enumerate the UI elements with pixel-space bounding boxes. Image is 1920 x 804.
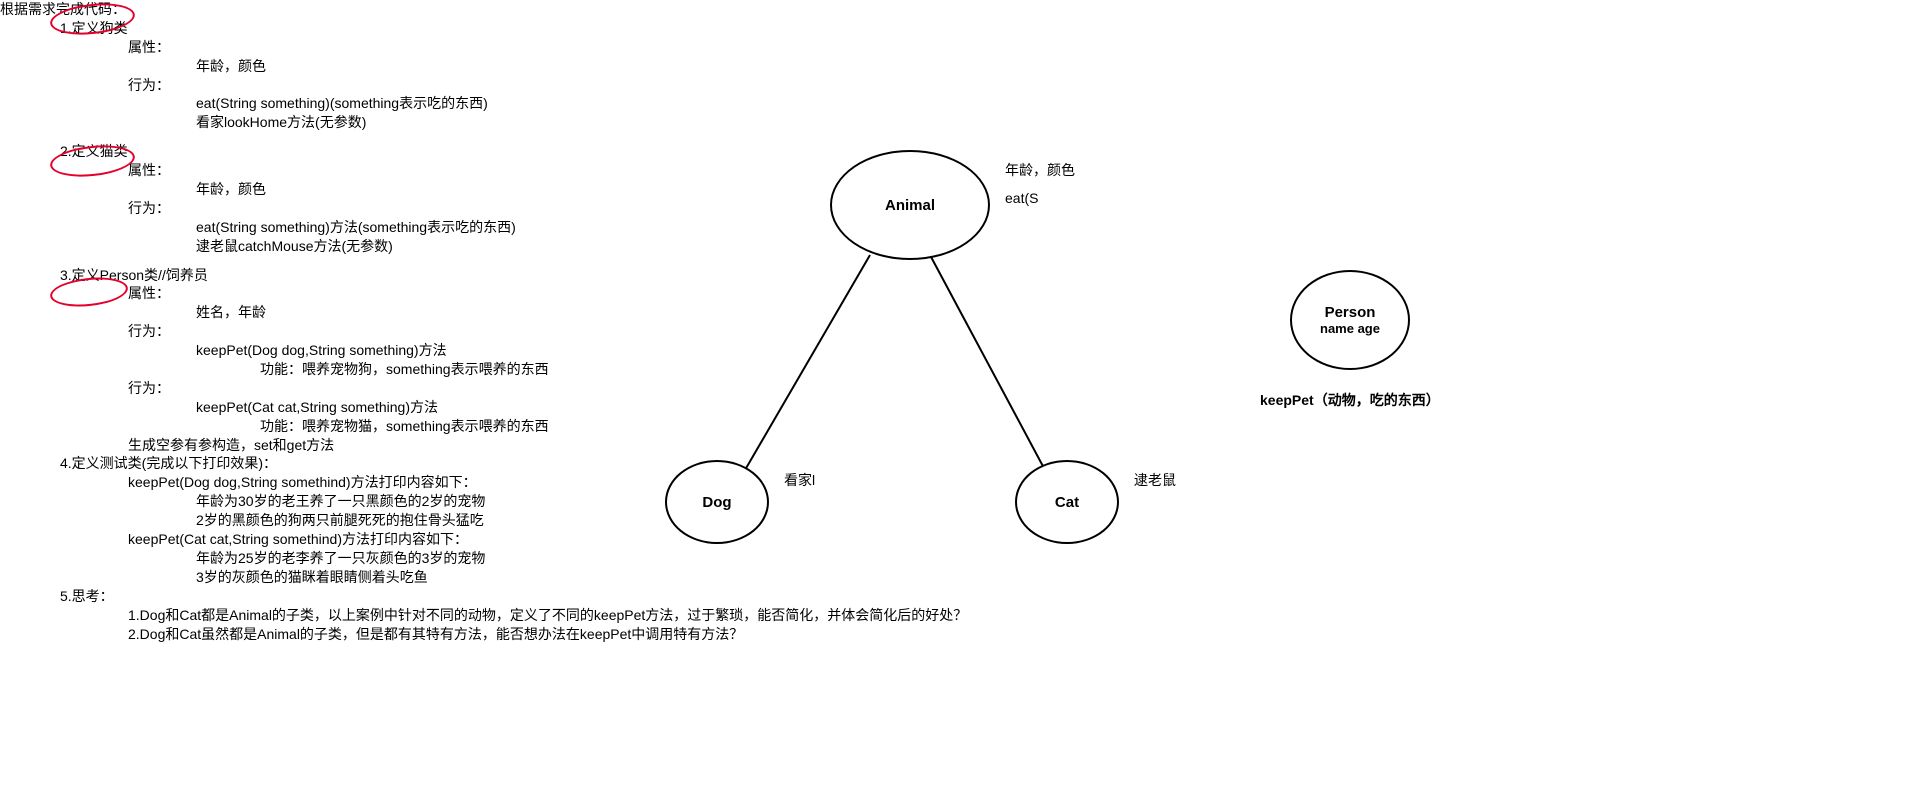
node-cat: Cat [1015,460,1119,544]
behavior-label: 行为： [0,76,900,95]
node-dog-sidelabel-0: 看家l [784,470,815,490]
node-dog: Dog [665,460,769,544]
diagram-edges [620,140,1520,740]
node-animal-sidelabel-0: 年龄，颜色 [1005,160,1075,180]
node-person: Personname age [1290,270,1410,370]
node-animal: Animal [830,150,990,260]
s1-b2: 看家lookHome方法(无参数) [0,113,900,132]
node-person-caption: keepPet（动物，吃的东西） [1260,390,1440,410]
section-1-title: 1.定义狗类 [0,19,900,38]
node-cat-sidelabel-0: 逮老鼠 [1134,470,1176,490]
edge-animal-cat [930,255,1045,470]
edge-animal-dog [745,255,870,470]
header: 根据需求完成代码： [0,0,900,19]
node-animal-sidelabel-1: eat(S [1005,190,1038,206]
s1-attr: 年龄，颜色 [0,57,900,76]
attr-label: 属性： [0,38,900,57]
class-diagram: Animal 年龄，颜色 eat(S Dog 看家l Cat 逮老鼠 Personname a… [620,140,1520,740]
s1-b1: eat(String something)(something表示吃的东西) [0,94,900,113]
